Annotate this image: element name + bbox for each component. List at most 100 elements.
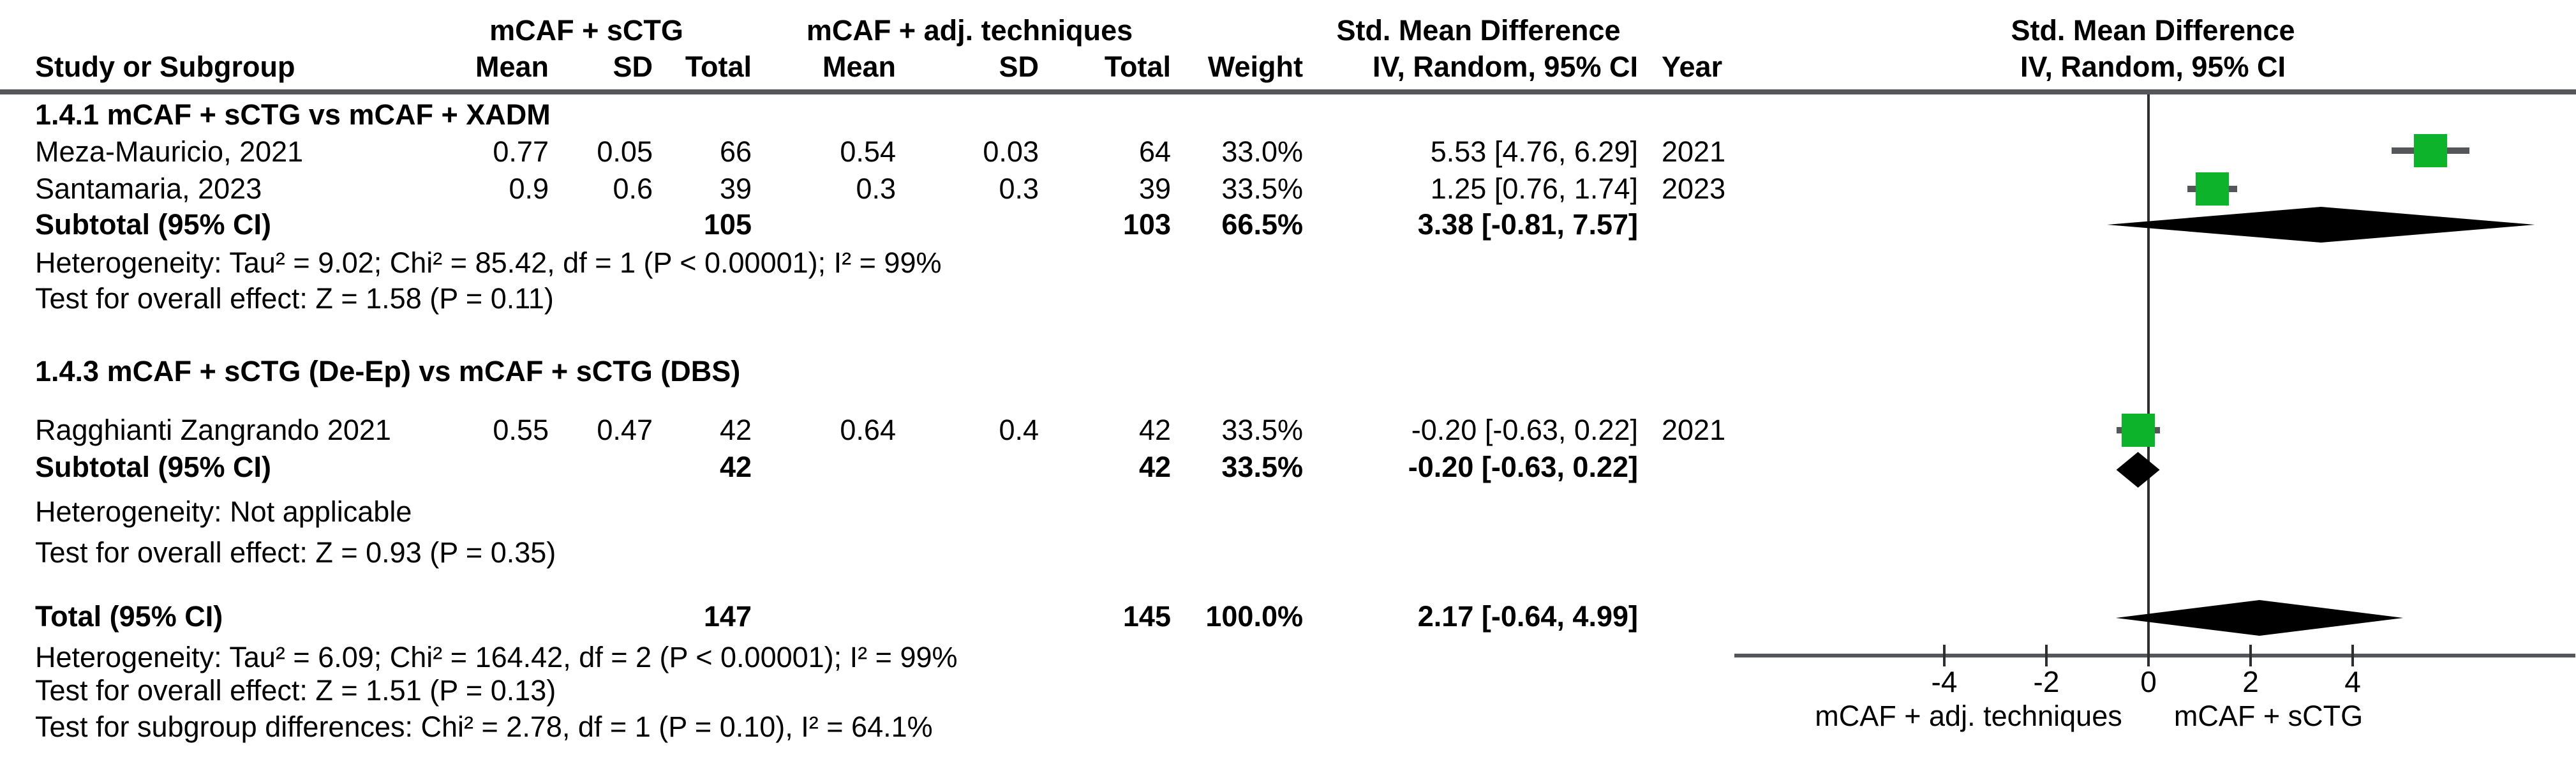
sd2-value: 0.03: [983, 135, 1039, 168]
subtotal-total2: 42: [1138, 451, 1171, 483]
sd2-value: 0.4: [999, 414, 1039, 446]
axis-tick: [1943, 645, 1946, 666]
total-total1: 147: [703, 600, 752, 633]
col-total2-header: Total: [1104, 50, 1171, 83]
subtotal-row: Subtotal (95% CI) 42 42 33.5% -0.20 [-0.…: [0, 449, 2576, 485]
effect-title-header: Std. Mean Difference: [1336, 14, 1621, 47]
subtotal-label: Subtotal (95% CI): [35, 451, 272, 483]
sd1-value: 0.6: [613, 172, 653, 205]
zero-reference-line: [2147, 94, 2150, 657]
axis-tick: [2147, 645, 2150, 666]
heterogeneity-text: Heterogeneity: Tau² = 9.02; Chi² = 85.42…: [35, 246, 942, 279]
sd1-value: 0.05: [597, 135, 653, 168]
overall-effect-row: Test for overall effect: Z = 1.58 (P = 0…: [0, 281, 2576, 317]
mean2-value: 0.54: [840, 135, 896, 168]
study-effect-marker: [2414, 134, 2448, 167]
col-mean2-header: Mean: [822, 50, 896, 83]
total2-value: 64: [1138, 135, 1171, 168]
pooled-effect-diamond: [2116, 452, 2160, 488]
total-row: Total (95% CI) 147 145 100.0% 2.17 [-0.6…: [0, 599, 2576, 635]
subtotal-ci: 3.38 [-0.81, 7.57]: [1417, 208, 1638, 241]
study-effect-marker: [2196, 172, 2229, 206]
subtotal-row: Subtotal (95% CI) 105 103 66.5% 3.38 [-0…: [0, 207, 2576, 243]
overall-effect-text: Test for overall effect: Z = 0.93 (P = 0…: [35, 536, 556, 569]
subtotal-weight: 33.5%: [1221, 451, 1303, 483]
total1-value: 42: [719, 414, 752, 446]
total2-value: 39: [1138, 172, 1171, 205]
mean1-value: 0.55: [493, 414, 549, 446]
year-value: 2023: [1662, 172, 1726, 205]
group2-header: mCAF + adj. techniques: [806, 14, 1133, 47]
mean1-value: 0.77: [493, 135, 549, 168]
subtotal-weight: 66.5%: [1221, 208, 1303, 241]
heterogeneity-row: Heterogeneity: Not applicable: [0, 494, 2576, 530]
col-sd1-header: SD: [613, 50, 653, 83]
sd1-value: 0.47: [597, 414, 653, 446]
overall-effect-row: Test for overall effect: Z = 1.51 (P = 0…: [0, 673, 2576, 709]
plot-title-line2: IV, Random, 95% CI: [2020, 50, 2286, 83]
subtotal-total1: 42: [719, 451, 752, 483]
mean2-value: 0.64: [840, 414, 896, 446]
axis-tick: [2045, 645, 2048, 666]
year-value: 2021: [1662, 135, 1726, 168]
subtotal-total1: 105: [703, 208, 752, 241]
total-overall-effect-text: Test for overall effect: Z = 1.51 (P = 0…: [35, 674, 556, 707]
subgroup-test-row: Test for subgroup differences: Chi² = 2.…: [0, 709, 2576, 745]
heterogeneity-row: Heterogeneity: Tau² = 9.02; Chi² = 85.42…: [0, 245, 2576, 281]
heterogeneity-row: Heterogeneity: Tau² = 6.09; Chi² = 164.4…: [0, 640, 2576, 675]
weight-value: 33.5%: [1221, 414, 1303, 446]
header-columns-row: Study or Subgroup Mean SD Total Mean SD …: [0, 49, 2576, 85]
subtotal-label: Subtotal (95% CI): [35, 208, 272, 241]
header-group-row: mCAF + sCTG mCAF + adj. techniques Std. …: [0, 13, 2576, 49]
col-study-header: Study or Subgroup: [35, 50, 295, 83]
year-value: 2021: [1662, 414, 1726, 446]
total2-value: 42: [1138, 414, 1171, 446]
total-heterogeneity-text: Heterogeneity: Tau² = 6.09; Chi² = 164.4…: [35, 641, 958, 673]
ci-value: 5.53 [4.76, 6.29]: [1430, 135, 1638, 168]
table-row: Meza-Mauricio, 2021 0.77 0.05 66 0.54 0.…: [0, 134, 2576, 170]
axis-tick-label: 2: [2242, 665, 2259, 698]
table-row: Santamaria, 2023 0.9 0.6 39 0.3 0.3 39 3…: [0, 171, 2576, 207]
axis-left-label: mCAF + adj. techniques: [1815, 700, 2122, 732]
subtotal-total2: 103: [1122, 208, 1171, 241]
study-effect-marker: [2122, 414, 2155, 447]
subgroup-heading-label: 1.4.1 mCAF + sCTG vs mCAF + XADM: [35, 98, 551, 131]
study-name: Meza-Mauricio, 2021: [35, 135, 304, 168]
col-total1-header: Total: [685, 50, 752, 83]
plot-title-line1: Std. Mean Difference: [2011, 14, 2295, 47]
overall-effect-text: Test for overall effect: Z = 1.58 (P = 0…: [35, 282, 554, 315]
axis-tick-label: -2: [2033, 665, 2060, 698]
weight-value: 33.0%: [1221, 135, 1303, 168]
table-row: Ragghianti Zangrando 2021 0.55 0.47 42 0…: [0, 412, 2576, 448]
x-axis-line: [1734, 654, 2575, 657]
axis-right-label: mCAF + sCTG: [2173, 700, 2364, 732]
subgroup-heading-label: 1.4.3 mCAF + sCTG (De-Ep) vs mCAF + sCTG…: [35, 355, 741, 387]
group1-header: mCAF + sCTG: [489, 14, 683, 47]
overall-effect-row: Test for overall effect: Z = 0.93 (P = 0…: [0, 535, 2576, 571]
axis-tick-label: 4: [2344, 665, 2361, 698]
col-sd2-header: SD: [999, 50, 1039, 83]
total-label: Total (95% CI): [35, 600, 223, 633]
axis-tick-label: -4: [1931, 665, 1958, 698]
total-total2: 145: [1122, 600, 1171, 633]
col-ci-header: IV, Random, 95% CI: [1373, 50, 1638, 83]
ci-value: -0.20 [-0.63, 0.22]: [1411, 414, 1638, 446]
mean2-value: 0.3: [856, 172, 896, 205]
subtotal-ci: -0.20 [-0.63, 0.22]: [1408, 451, 1638, 483]
col-mean1-header: Mean: [475, 50, 549, 83]
weight-value: 33.5%: [1221, 172, 1303, 205]
header-separator-line: [0, 89, 2576, 94]
col-year-header: Year: [1662, 50, 1723, 83]
total-ci: 2.17 [-0.64, 4.99]: [1417, 600, 1638, 633]
total-weight: 100.0%: [1205, 600, 1303, 633]
pooled-effect-diamond: [2107, 207, 2535, 243]
sd2-value: 0.3: [999, 172, 1039, 205]
study-name: Ragghianti Zangrando 2021: [35, 414, 391, 446]
study-name: Santamaria, 2023: [35, 172, 262, 205]
subgroup-heading: 1.4.3 mCAF + sCTG (De-Ep) vs mCAF + sCTG…: [0, 354, 2576, 389]
ci-value: 1.25 [0.76, 1.74]: [1430, 172, 1638, 205]
pooled-effect-diamond: [2115, 600, 2404, 636]
subgroup-differences-text: Test for subgroup differences: Chi² = 2.…: [35, 710, 933, 743]
